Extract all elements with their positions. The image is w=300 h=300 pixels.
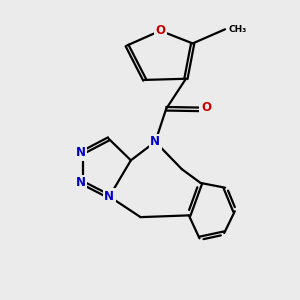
Text: N: N: [76, 146, 85, 159]
Text: N: N: [104, 190, 114, 203]
Text: N: N: [150, 135, 160, 148]
Text: N: N: [76, 176, 85, 190]
Text: O: O: [201, 101, 211, 114]
Text: O: O: [155, 24, 165, 37]
Text: CH₃: CH₃: [229, 25, 247, 34]
